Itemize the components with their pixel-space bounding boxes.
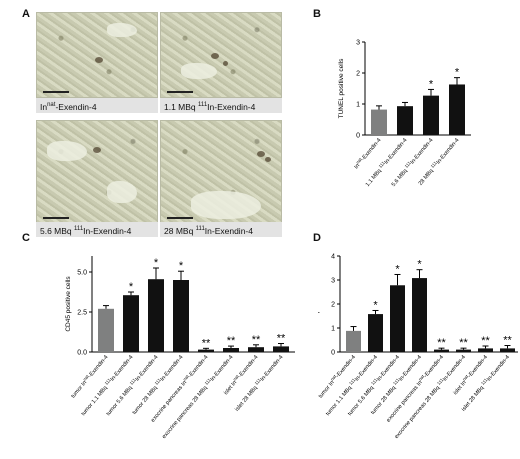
micrograph-5-6-mbq [36, 120, 158, 224]
panel-letter-d: D [313, 232, 321, 244]
significance-marker: * [154, 257, 159, 269]
bar [223, 348, 239, 352]
bar [346, 330, 361, 352]
panel-letter-a: A [22, 8, 30, 20]
bar [368, 314, 383, 352]
significance-marker: * [179, 260, 184, 272]
micrograph-caption-28-mbq: 28 MBq 111In-Exendin-4 [160, 222, 282, 237]
bar [248, 347, 264, 352]
bar [449, 84, 465, 135]
bar [456, 349, 471, 352]
bar [98, 308, 114, 352]
significance-marker: ** [227, 335, 236, 347]
y-tick-label: 1 [356, 102, 360, 109]
y-axis-label: F4/40 positive cells [318, 276, 320, 332]
chart-f440: 0 1 2 3 4 F4/40 positive cells tumor Innat-Exe… [318, 254, 518, 440]
y-tick-label: 3 [356, 40, 360, 47]
significance-marker: * [129, 281, 134, 293]
bar [371, 109, 387, 135]
micrograph-innat [36, 12, 158, 98]
bar [434, 349, 449, 352]
bar [412, 278, 427, 352]
bar [423, 95, 439, 135]
significance-marker: ** [202, 337, 211, 349]
category-label: exocrine pancreas 28 MBq 111In-Exendin-4 [392, 353, 467, 440]
significance-marker: * [395, 263, 400, 275]
bar [273, 346, 289, 352]
y-tick-label: 4 [331, 254, 335, 261]
significance-marker: ** [437, 337, 446, 349]
significance-marker: * [455, 67, 460, 79]
significance-marker: ** [503, 335, 512, 347]
bar [173, 280, 189, 352]
category-label: tumor Innat-Exendin-4 [318, 353, 357, 400]
micrograph-caption-innat: Innat-Exendin-4 [36, 98, 158, 113]
y-tick-label: 3 [331, 278, 335, 285]
significance-marker: ** [277, 333, 286, 345]
y-tick-label: 5.0 [77, 270, 87, 277]
significance-marker: ** [459, 337, 468, 349]
significance-marker: ** [252, 334, 261, 346]
panel-letter-c: C [22, 232, 30, 244]
y-tick-label: 2 [331, 302, 335, 309]
bar [148, 279, 164, 352]
micrograph-caption-5-6-mbq: 5.6 MBq 111In-Exendin-4 [36, 222, 158, 237]
y-tick-label: 2 [356, 71, 360, 78]
category-label: islet 28 MBq 111In-Exendin-4 [232, 353, 284, 413]
significance-marker: * [373, 299, 378, 311]
y-tick-label: 0 [356, 133, 360, 140]
significance-marker: * [429, 78, 434, 90]
bar [390, 285, 405, 352]
panel-letter-b: B [313, 8, 321, 20]
y-axis-label: TUNEL positive cells [338, 58, 345, 118]
bar [478, 348, 493, 352]
bar [500, 348, 515, 352]
category-label: tumor 5.6 MBq 111In-Exendin-4 [104, 353, 160, 417]
micrograph-caption-1-1-mbq: 1.1 MBq 111In-Exendin-4 [160, 98, 282, 113]
y-tick-label: 0 [331, 350, 335, 357]
bar [123, 295, 139, 352]
significance-marker: ** [481, 335, 490, 347]
bar [198, 349, 214, 352]
category-label: 28 MBq 111In-Exendin-4 [416, 136, 461, 187]
micrograph-1-1-mbq [160, 12, 282, 98]
category-label: tumor 28 MBq 111In-Exendin-4 [130, 353, 185, 416]
y-tick-label: 0.0 [77, 350, 87, 357]
micrograph-28-mbq [160, 120, 282, 224]
significance-marker: * [417, 259, 422, 271]
bar [397, 106, 413, 135]
y-tick-label: 2.5 [77, 310, 87, 317]
y-axis-label: CD45 positive cells [65, 276, 72, 332]
y-tick-label: 1 [331, 326, 335, 333]
